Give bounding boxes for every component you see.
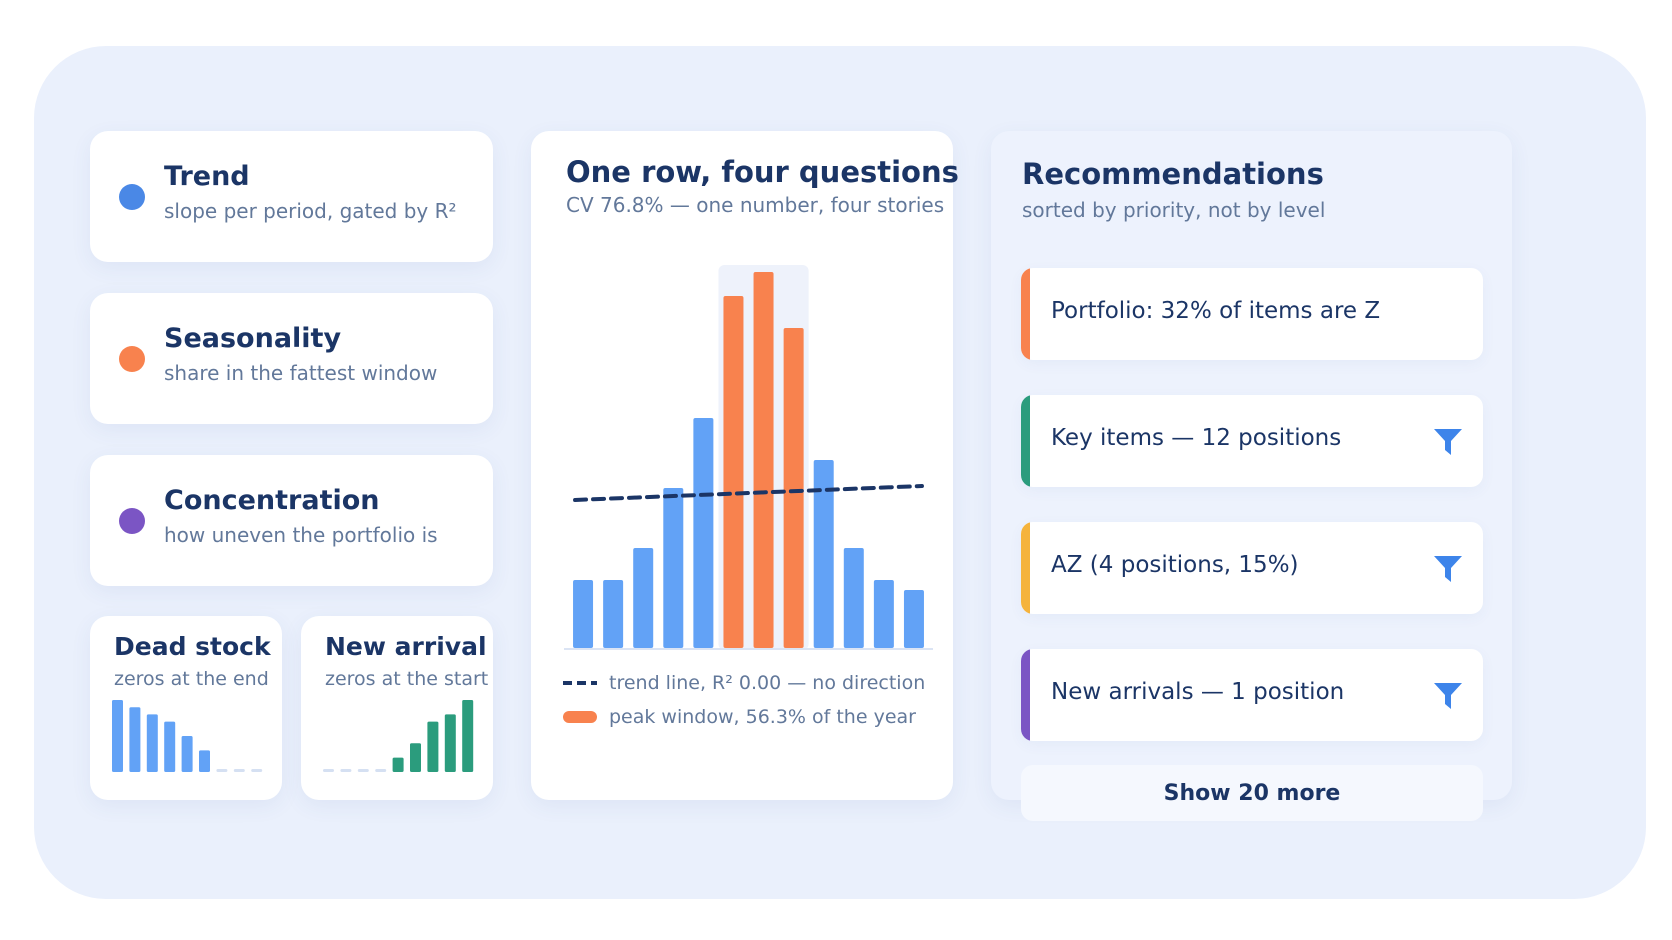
metric-subtitle: share in the fattest window [164,361,438,385]
recommendation-item-key-items[interactable]: Key items — 12 positions [1021,395,1483,487]
new-arrival-bar-7 [427,721,439,772]
dead-stock-card[interactable]: Dead stock zeros at the end [90,616,282,800]
dead-stock-bar-2 [129,707,141,772]
dead-stock-zero-9 [251,769,263,772]
new-arrival-sparkbars [323,700,474,772]
metric-card-seasonality[interactable]: Seasonality share in the fattest window [90,293,493,424]
metric-title: Trend [164,161,250,192]
recommendation-label: Portfolio: 32% of items are Z [1051,298,1381,324]
seasonality-dot-icon [119,346,145,372]
chart-bar-8 [783,328,804,648]
dead-stock-bar-6 [199,750,210,772]
chart-bar-2 [603,580,624,648]
new-arrival-bar-6 [410,743,421,772]
recommendation-item-new-arrivals[interactable]: New arrivals — 1 position [1021,649,1483,741]
chart-subtitle: CV 76.8% — one number, four stories [566,193,945,217]
filter-icon[interactable] [1433,682,1463,710]
priority-bar [1021,649,1030,741]
priority-bar [1021,522,1030,614]
dashboard-frame: Trend slope per period, gated by R² Seas… [34,46,1646,899]
chart-bar-9 [813,460,834,648]
dead-stock-subtitle: zeros at the end [114,668,269,690]
dead-stock-zero-8 [233,769,245,772]
chart-bar-1 [573,580,594,648]
metric-title: Seasonality [164,323,342,354]
trend-dot-icon [119,184,145,210]
main-chart-card: One row, four questions CV 76.8% — one n… [531,131,959,800]
new-arrival-bar-5 [392,757,404,772]
recommendation-label: New arrivals — 1 position [1051,679,1345,705]
dead-stock-bar-3 [146,714,158,772]
recommendation-item-az[interactable]: AZ (4 positions, 15%) [1021,522,1483,614]
chart-bar-7 [753,272,774,648]
new-arrival-zero-2 [340,769,352,772]
recommendations-panel: Recommendations sorted by priority, not … [991,131,1512,821]
new-arrival-bar-8 [444,714,456,772]
priority-bar [1021,395,1030,487]
chart-bar-11 [873,580,894,648]
chart-title: One row, four questions [566,155,959,189]
priority-bar [1021,268,1030,360]
new-arrival-subtitle: zeros at the start [325,668,489,690]
dead-stock-bar-4 [164,721,176,772]
chart-bar-4 [663,488,684,648]
legend-peak-label: peak window, 56.3% of the year [609,706,916,728]
dashed-line-icon [563,681,597,685]
chart-bar-10 [843,548,864,648]
new-arrival-zero-1 [323,769,334,772]
chart-bar-6 [723,296,744,648]
metric-card-concentration[interactable]: Concentration how uneven the portfolio i… [90,455,493,586]
orange-swatch-icon [563,711,597,723]
dead-stock-title: Dead stock [114,632,271,661]
metric-card-trend[interactable]: Trend slope per period, gated by R² [90,131,493,262]
new-arrival-bar-9 [462,700,474,772]
new-arrival-zero-4 [375,769,387,772]
concentration-dot-icon [119,508,145,534]
metric-title: Concentration [164,485,380,516]
new-arrival-card[interactable]: New arrival zeros at the start [301,616,493,800]
chart-bar-12 [903,590,924,648]
dead-stock-sparkbars [112,700,263,772]
dead-stock-bar-1 [112,700,123,772]
recommendation-label: Key items — 12 positions [1051,425,1342,451]
trend-line [573,484,924,502]
chart-bar-5 [693,418,714,648]
new-arrival-zero-3 [357,769,369,772]
legend-peak: peak window, 56.3% of the year [563,706,916,728]
filter-icon[interactable] [1433,555,1463,583]
metric-subtitle: how uneven the portfolio is [164,523,438,547]
recommendation-label: AZ (4 positions, 15%) [1051,552,1299,578]
recommendations-title: Recommendations [1022,157,1324,191]
legend-trend-label: trend line, R² 0.00 — no direction [609,672,926,694]
new-arrival-title: New arrival [325,632,487,661]
metric-subtitle: slope per period, gated by R² [164,199,457,223]
recommendation-item-portfolio[interactable]: Portfolio: 32% of items are Z [1021,268,1483,360]
legend-trend: trend line, R² 0.00 — no direction [563,672,925,694]
dead-stock-zero-7 [216,769,228,772]
recommendations-subtitle: sorted by priority, not by level [1022,198,1326,222]
show-more-button[interactable]: Show 20 more [1021,765,1483,821]
filter-icon[interactable] [1433,428,1463,456]
dead-stock-bar-5 [181,736,193,772]
main-bar-chart [564,265,933,650]
chart-bar-3 [633,548,654,648]
